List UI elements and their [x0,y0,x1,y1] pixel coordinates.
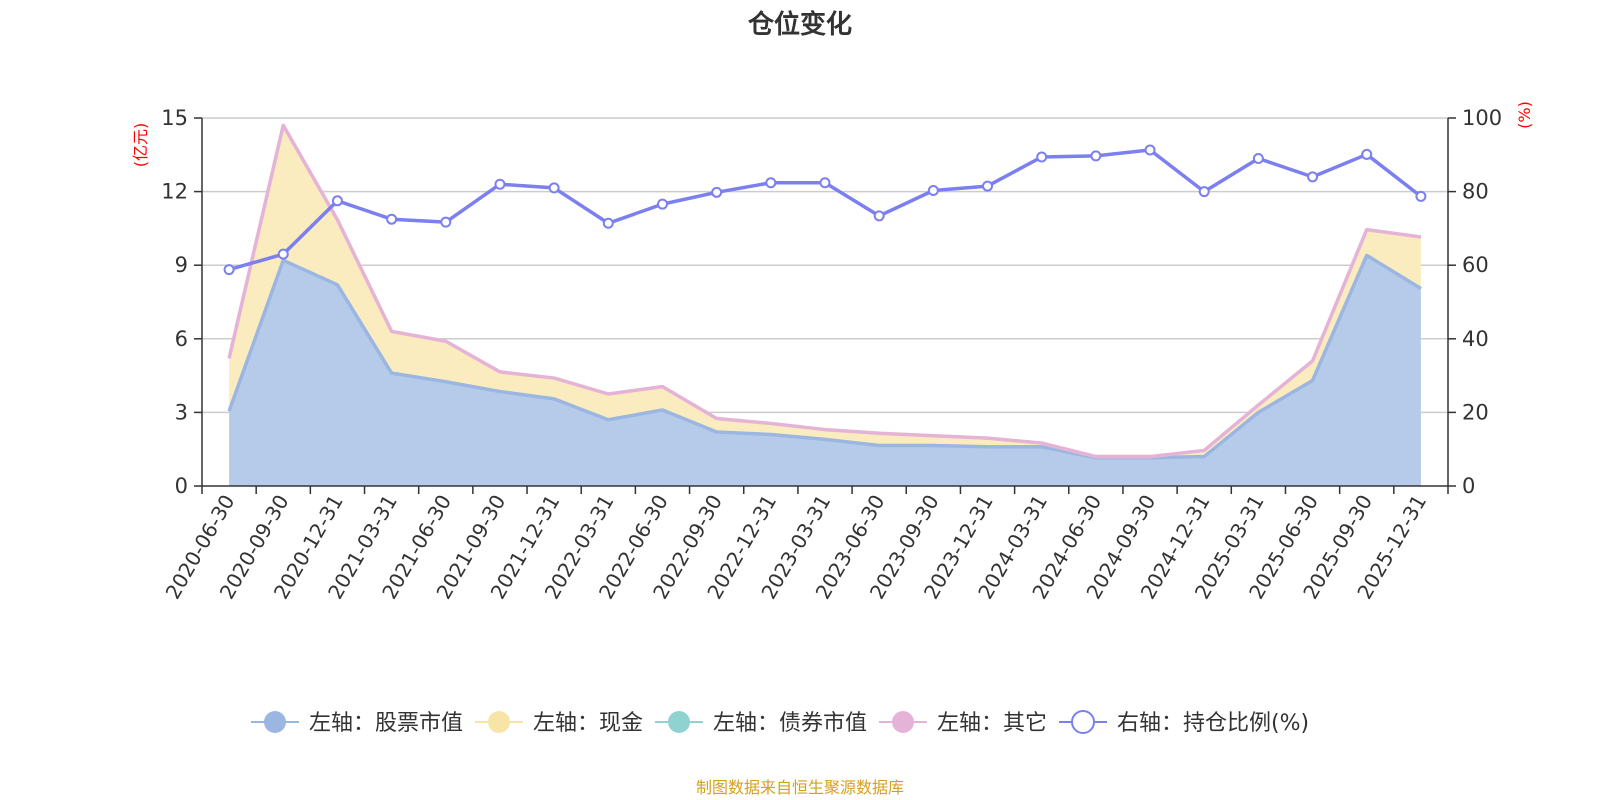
holding-ratio-point [1036,151,1048,163]
chart-title: 仓位变化 [747,9,852,40]
legend-item: 左轴：债券市值 [655,711,867,736]
holding-ratio-point [277,248,289,260]
holding-ratio-point [873,210,885,222]
holding-ratio-polyline [228,148,1422,272]
right-axis-tick-label: 0 [1462,474,1475,498]
holding-ratio-point [711,186,723,198]
holding-ratio-line [223,144,1427,276]
holding-ratio-point [1252,152,1264,164]
left-axis-tick-label: 15 [161,106,188,130]
legend-label: 左轴：债券市值 [713,711,867,736]
area-左轴：股票市值 [229,255,1421,486]
right-axis-unit-label: (%) [1515,101,1534,129]
holding-ratio-point [1415,190,1427,202]
area-line-左轴：其它 [227,123,1422,459]
right-axis-tick-label: 40 [1462,327,1489,351]
holding-ratio-point [1307,171,1319,183]
legend-label: 左轴：其它 [937,711,1047,736]
holding-ratio-point [494,178,506,190]
legend-item: 右轴：持仓比例(%) [1059,710,1309,736]
holding-ratio-point [386,213,398,225]
legend-swatch-marker [1071,710,1095,734]
right-axis-tick-label: 100 [1462,106,1502,130]
left-axis-unit-label: (亿元) [131,123,150,168]
holding-ratio-point [548,182,560,194]
left-axis-tick-label: 3 [175,400,188,424]
left-axis-tick-label: 9 [175,253,188,277]
left-axis-tick-label: 12 [161,180,188,204]
holding-ratio-point [927,184,939,196]
legend-item: 左轴：股票市值 [251,711,463,736]
legend-swatch-marker [892,711,914,733]
legend: 左轴：股票市值 左轴：现金 左轴：债券市值 左轴：其它 右轴：持仓比例(%) [251,710,1309,736]
right-axis-tick-label: 60 [1462,253,1489,277]
legend-label: 右轴：持仓比例(%) [1117,711,1309,736]
holding-ratio-point [1090,150,1102,162]
holding-ratio-point [1198,186,1210,198]
holding-ratio-point [765,177,777,189]
holding-ratio-point [602,217,614,229]
holding-ratio-point [223,264,235,276]
stacked-areas [227,123,1422,486]
right-axis-tick-label: 20 [1462,400,1489,424]
legend-swatch-marker [264,711,286,733]
holding-ratio-point [440,216,452,228]
legend-label: 左轴：股票市值 [309,711,463,736]
left-axis-tick-label: 6 [175,327,188,351]
holding-ratio-point [331,195,343,207]
holding-ratio-point [1144,144,1156,156]
area-line-左轴：股票市值 [227,253,1422,460]
legend-label: 左轴：现金 [533,711,643,736]
legend-item: 左轴：现金 [475,711,643,736]
holding-ratio-point [819,177,831,189]
holding-ratio-point [982,180,994,192]
right-axis-tick-label: 80 [1462,180,1489,204]
legend-swatch-marker [668,711,690,733]
legend-swatch-marker [488,711,510,733]
holding-ratio-point [656,198,668,210]
left-axis-tick-label: 0 [175,474,188,498]
holding-ratio-point [1361,148,1373,160]
source-note: 制图数据来自恒生聚源数据库 [696,778,904,797]
legend-item: 左轴：其它 [879,711,1047,736]
